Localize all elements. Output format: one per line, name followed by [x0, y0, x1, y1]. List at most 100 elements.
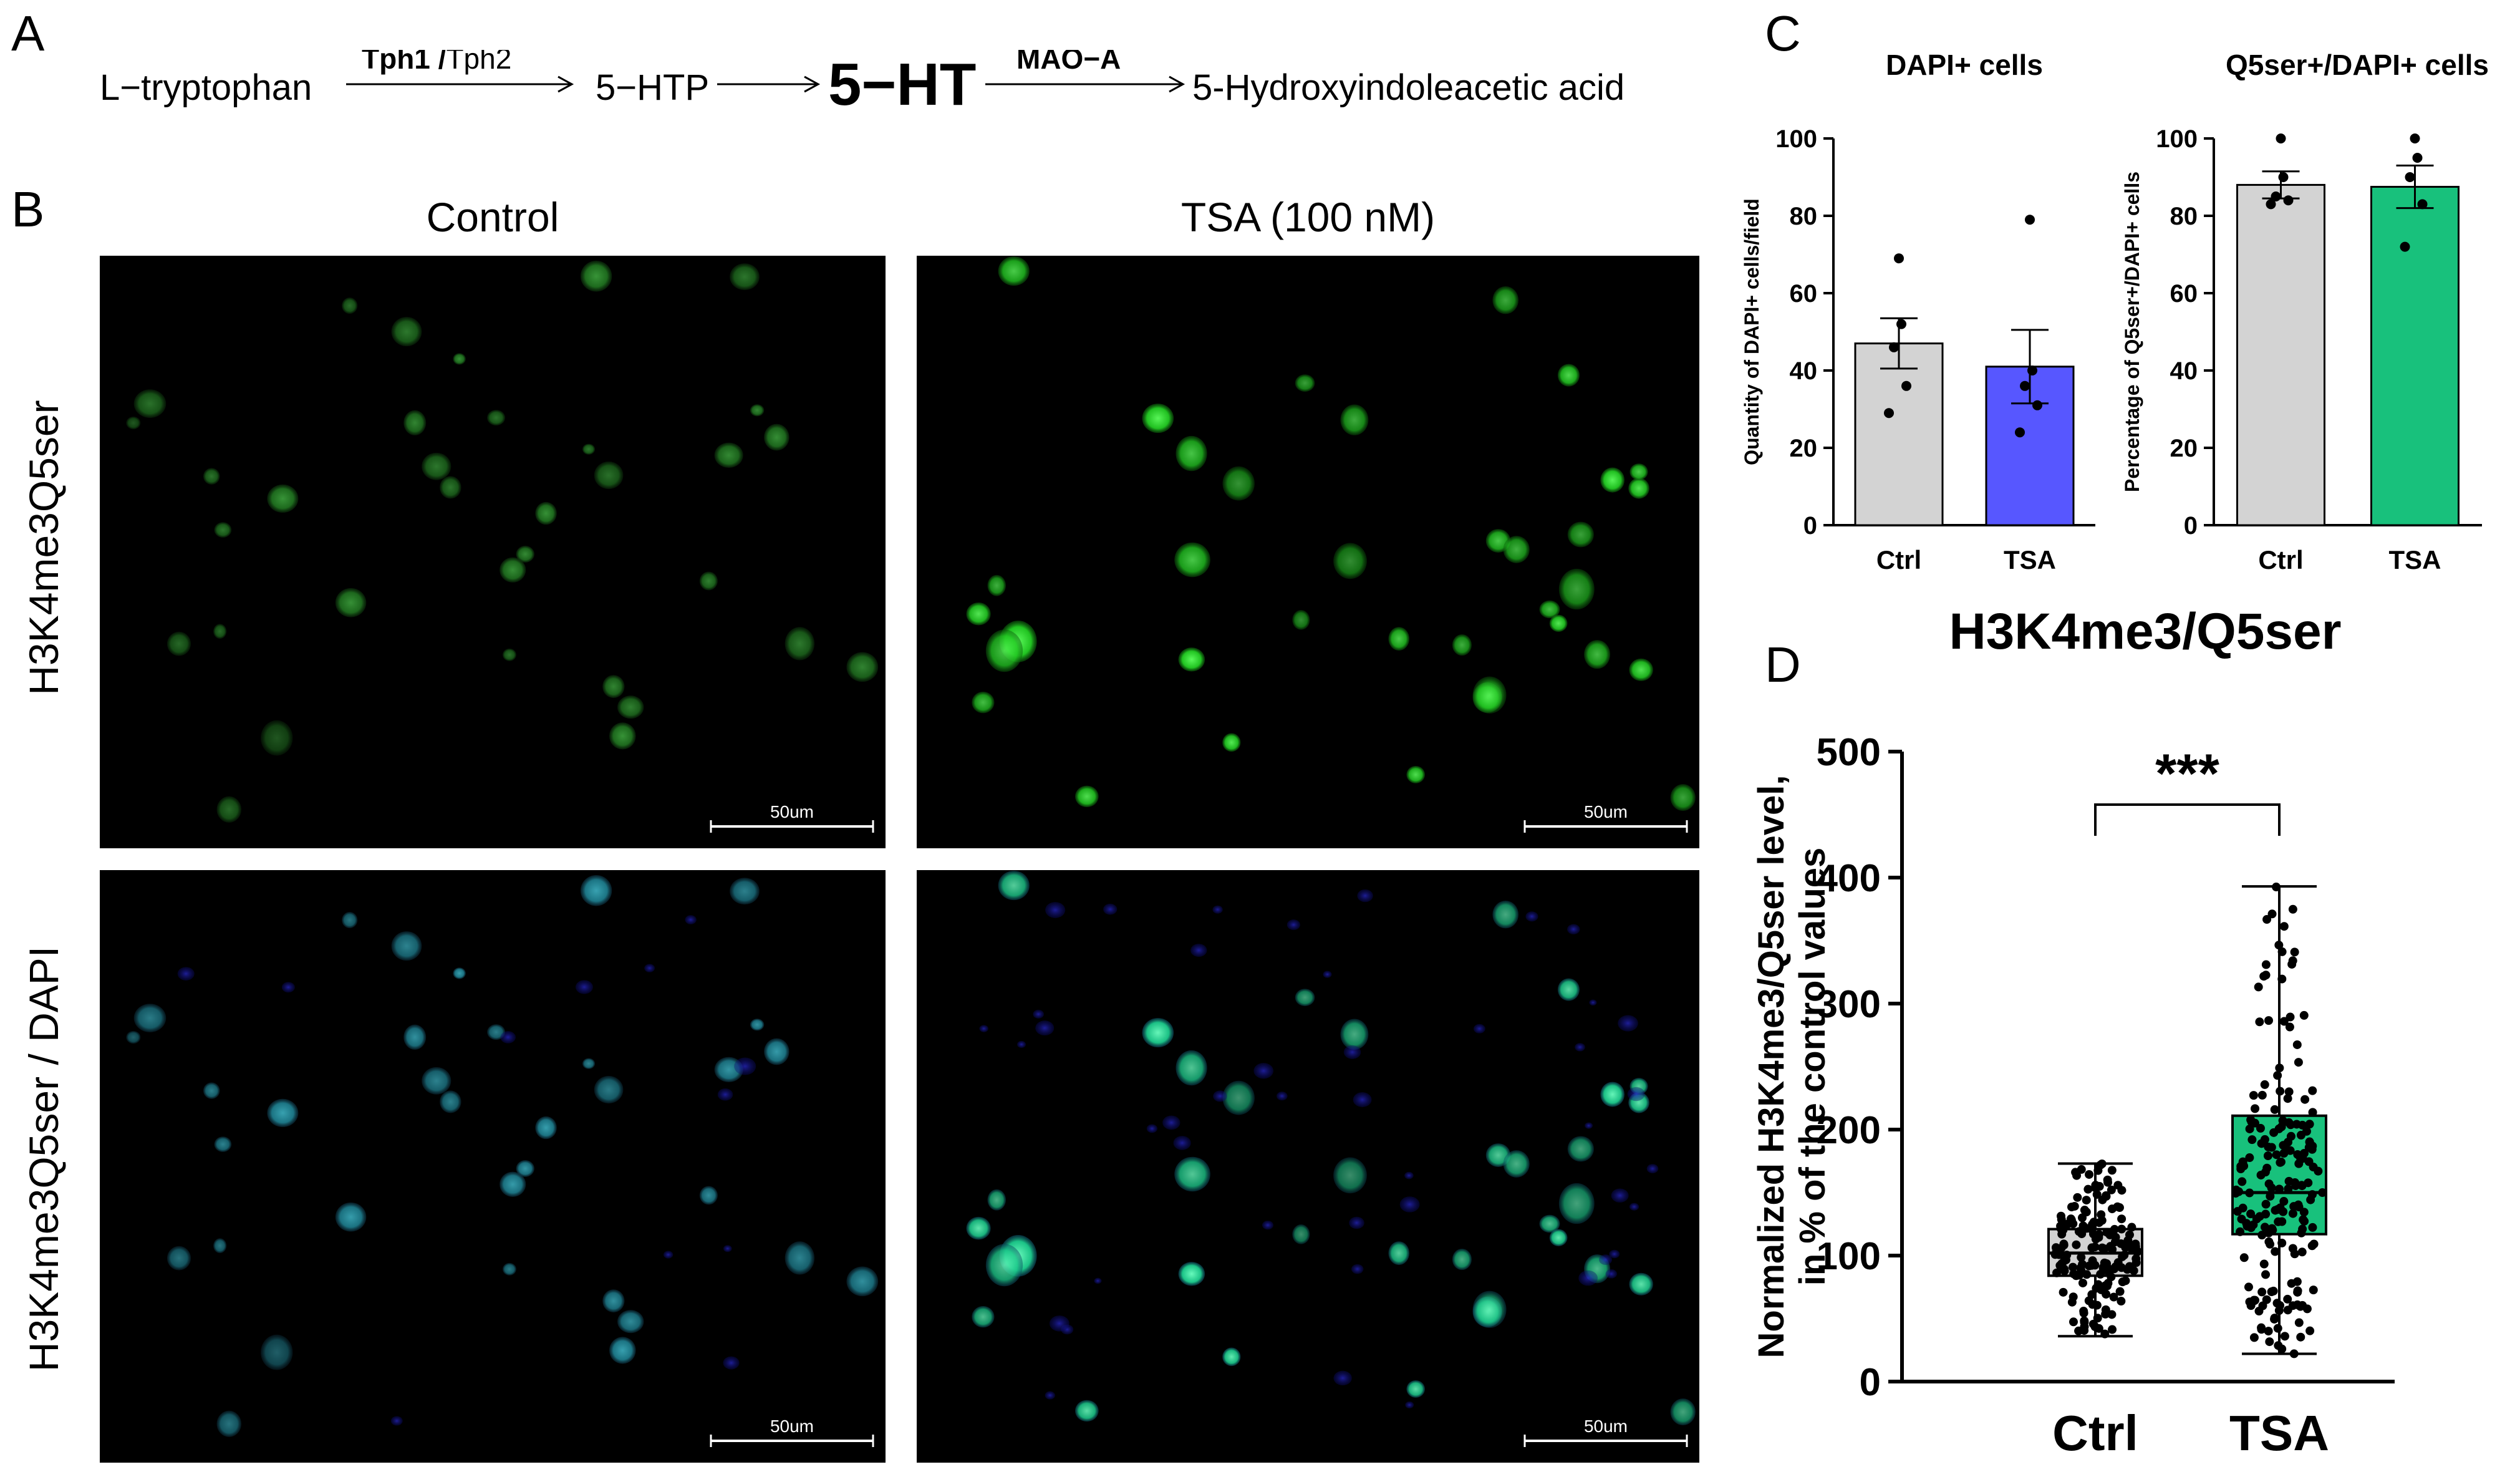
box-data-point — [2107, 1166, 2117, 1175]
box-data-point — [2292, 1040, 2302, 1049]
cell-nucleus — [1503, 1150, 1530, 1178]
cell-nucleus — [1557, 978, 1580, 1001]
cell-nucleus-dapi — [1609, 1249, 1620, 1259]
box-data-point — [2245, 1153, 2254, 1163]
box-data-point — [2085, 1261, 2094, 1271]
cell-nucleus — [1452, 1248, 1472, 1271]
cell-nucleus — [1222, 733, 1241, 752]
box-data-point — [2060, 1266, 2069, 1276]
cell-nucleus — [1600, 467, 1625, 493]
box-data-point — [2264, 1016, 2273, 1025]
cell-nucleus — [985, 629, 1023, 672]
box-ytick-label: 300 — [1817, 983, 1881, 1026]
cell-nucleus-dapi — [1190, 944, 1207, 957]
cell-nucleus — [502, 1262, 517, 1276]
cell-nucleus — [1388, 627, 1410, 651]
box-data-point — [2097, 1210, 2106, 1219]
cell-nucleus — [594, 461, 624, 490]
box-data-point — [2249, 1296, 2259, 1305]
cell-nucleus — [261, 720, 293, 756]
q5ser-ytick-label: 80 — [2170, 203, 2198, 230]
q5ser-ytick-label: 40 — [2170, 357, 2198, 385]
box-data-point — [2289, 1349, 2299, 1358]
box-data-point — [2299, 1010, 2309, 1020]
cell-nucleus-dapi — [1103, 903, 1118, 915]
box-ytick-label: 500 — [1817, 731, 1881, 774]
box-data-point — [2245, 1188, 2254, 1198]
box-data-point — [2257, 1090, 2267, 1100]
cell-nucleus — [1074, 1400, 1099, 1422]
cell-nucleus — [1539, 600, 1560, 619]
cell-nucleus — [1558, 568, 1595, 610]
box-data-point — [2302, 1304, 2312, 1314]
box-data-point — [2288, 904, 2297, 914]
significance-label: *** — [2155, 742, 2219, 804]
cell-nucleus — [602, 675, 625, 699]
cell-nucleus — [846, 652, 879, 682]
cell-nucleus — [1406, 1380, 1426, 1398]
box-data-point — [2082, 1270, 2092, 1279]
box-data-point — [2294, 1203, 2304, 1212]
box-data-point — [2290, 947, 2299, 957]
box-data-point — [2107, 1185, 2116, 1194]
scale-bar-label: 50um — [770, 1416, 814, 1436]
cell-nucleus — [784, 627, 815, 661]
box-data-point — [2267, 1224, 2277, 1233]
q5ser-data-point — [2278, 172, 2289, 182]
cell-nucleus — [1558, 1183, 1595, 1224]
box-data-point — [2284, 1087, 2294, 1097]
cell-nucleus-dapi — [1017, 1040, 1026, 1048]
cell-nucleus — [1340, 404, 1369, 435]
dapi-data-point — [1896, 319, 1906, 329]
box-data-point — [2267, 1183, 2276, 1193]
dapi-data-point — [2032, 400, 2042, 410]
q5ser-data-point — [2417, 199, 2428, 210]
box-data-point — [2278, 1116, 2287, 1125]
pathway-arrowhead-3 — [1169, 75, 1185, 93]
cell-nucleus-dapi — [1035, 1020, 1055, 1036]
cell-nucleus-dapi — [575, 980, 593, 994]
cell-nucleus — [214, 1136, 232, 1152]
cell-nucleus-dapi — [1525, 911, 1538, 922]
box-data-point — [2256, 1123, 2265, 1133]
cell-nucleus — [998, 256, 1030, 286]
box-data-point — [2308, 1223, 2317, 1232]
pathway-enzyme-maoa: MAO−A — [1016, 50, 1121, 75]
box-data-point — [2056, 1224, 2065, 1233]
box-data-point — [2255, 1017, 2264, 1027]
box-data-point — [2318, 1188, 2327, 1198]
box-data-point — [2073, 1193, 2082, 1202]
box-data-point — [2103, 1279, 2113, 1288]
box-data-point — [2267, 909, 2277, 919]
box-data-point — [2123, 1236, 2133, 1245]
cell-nucleus-dapi — [1262, 1221, 1273, 1230]
box-data-point — [2074, 1227, 2083, 1236]
cell-nucleus — [750, 404, 765, 417]
cell-nucleus — [1340, 1019, 1369, 1050]
box-data-point — [2057, 1215, 2066, 1224]
box-data-point — [2102, 1289, 2111, 1299]
cell-nucleus — [440, 1090, 461, 1113]
box-data-point — [2244, 1282, 2253, 1292]
cell-nucleus — [1178, 1262, 1205, 1286]
box-data-point — [2297, 1228, 2306, 1237]
cell-nucleus — [617, 695, 644, 719]
dapi-ytick-label: 40 — [1790, 357, 1818, 385]
cell-nucleus-dapi — [1213, 1090, 1227, 1102]
q5ser-xtick-label: Ctrl — [2258, 545, 2303, 574]
box-data-point — [2274, 941, 2284, 950]
cell-nucleus — [267, 1098, 299, 1127]
box-data-point — [2090, 1322, 2100, 1331]
row-label-q5ser: H3K4me3Q5ser — [21, 400, 67, 695]
cell-nucleus — [764, 424, 789, 451]
box-data-point — [2108, 1245, 2117, 1254]
box-data-point — [2107, 1310, 2117, 1319]
box-ytick-label: 100 — [1817, 1235, 1881, 1278]
cell-nucleus — [1176, 1050, 1207, 1086]
box-data-point — [2072, 1171, 2082, 1180]
cell-nucleus — [764, 1038, 789, 1065]
box-data-point — [2261, 1270, 2271, 1279]
cell-nucleus-dapi — [1323, 971, 1332, 978]
cell-nucleus — [203, 1082, 220, 1099]
box-data-point — [2261, 960, 2271, 969]
